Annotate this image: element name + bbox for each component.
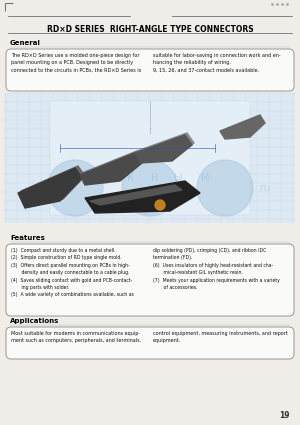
Circle shape (197, 160, 253, 216)
Polygon shape (220, 115, 265, 139)
Polygon shape (82, 151, 144, 183)
Polygon shape (90, 185, 182, 205)
Text: К: К (127, 173, 134, 183)
Text: Most suitable for modems in communications equip-
ment such as computers, periph: Most suitable for modems in communicatio… (11, 331, 141, 343)
Polygon shape (135, 135, 192, 163)
Text: (1)  Compact and sturdy due to a metal shell.
(2)  Simple construction of RD typ: (1) Compact and sturdy due to a metal sh… (11, 248, 134, 298)
Text: 19: 19 (280, 411, 290, 420)
Polygon shape (21, 166, 85, 206)
Text: Н: Н (151, 173, 159, 183)
Text: General: General (10, 40, 41, 46)
Text: ru: ru (259, 183, 271, 193)
Polygon shape (18, 168, 82, 208)
FancyBboxPatch shape (6, 244, 294, 316)
Polygon shape (85, 181, 200, 213)
Circle shape (155, 200, 165, 210)
Bar (50, 101, 250, 215)
Text: control equipment, measuring instruments, and report
equipment.: control equipment, measuring instruments… (153, 331, 288, 343)
Text: 3: 3 (52, 176, 58, 186)
FancyBboxPatch shape (6, 327, 294, 359)
FancyBboxPatch shape (6, 49, 294, 91)
Text: Ы: Ы (174, 173, 182, 183)
Polygon shape (80, 153, 142, 185)
Text: Е: Е (102, 176, 108, 186)
Text: dip soldering (PD), crimping (CD), and ribbon IDC
termination (FD).
(6)  Uses in: dip soldering (PD), crimping (CD), and r… (153, 248, 280, 290)
Polygon shape (137, 133, 194, 161)
Text: М: М (201, 173, 209, 183)
Text: Applications: Applications (10, 318, 59, 324)
Text: Features: Features (10, 235, 45, 241)
Text: suitable for labor-saving in connection work and en-
hancing the reliability of : suitable for labor-saving in connection … (153, 53, 280, 73)
Circle shape (47, 160, 103, 216)
Text: RD×D SERIES  RIGHT-ANGLE TYPE CONNECTORS: RD×D SERIES RIGHT-ANGLE TYPE CONNECTORS (47, 25, 253, 34)
Bar (5, 93, 295, 223)
Circle shape (122, 160, 178, 216)
Text: Л: Л (76, 176, 84, 186)
Text: The RD×D Series use a molded one-piece design for
panel mounting on a PCB. Desig: The RD×D Series use a molded one-piece d… (11, 53, 141, 73)
